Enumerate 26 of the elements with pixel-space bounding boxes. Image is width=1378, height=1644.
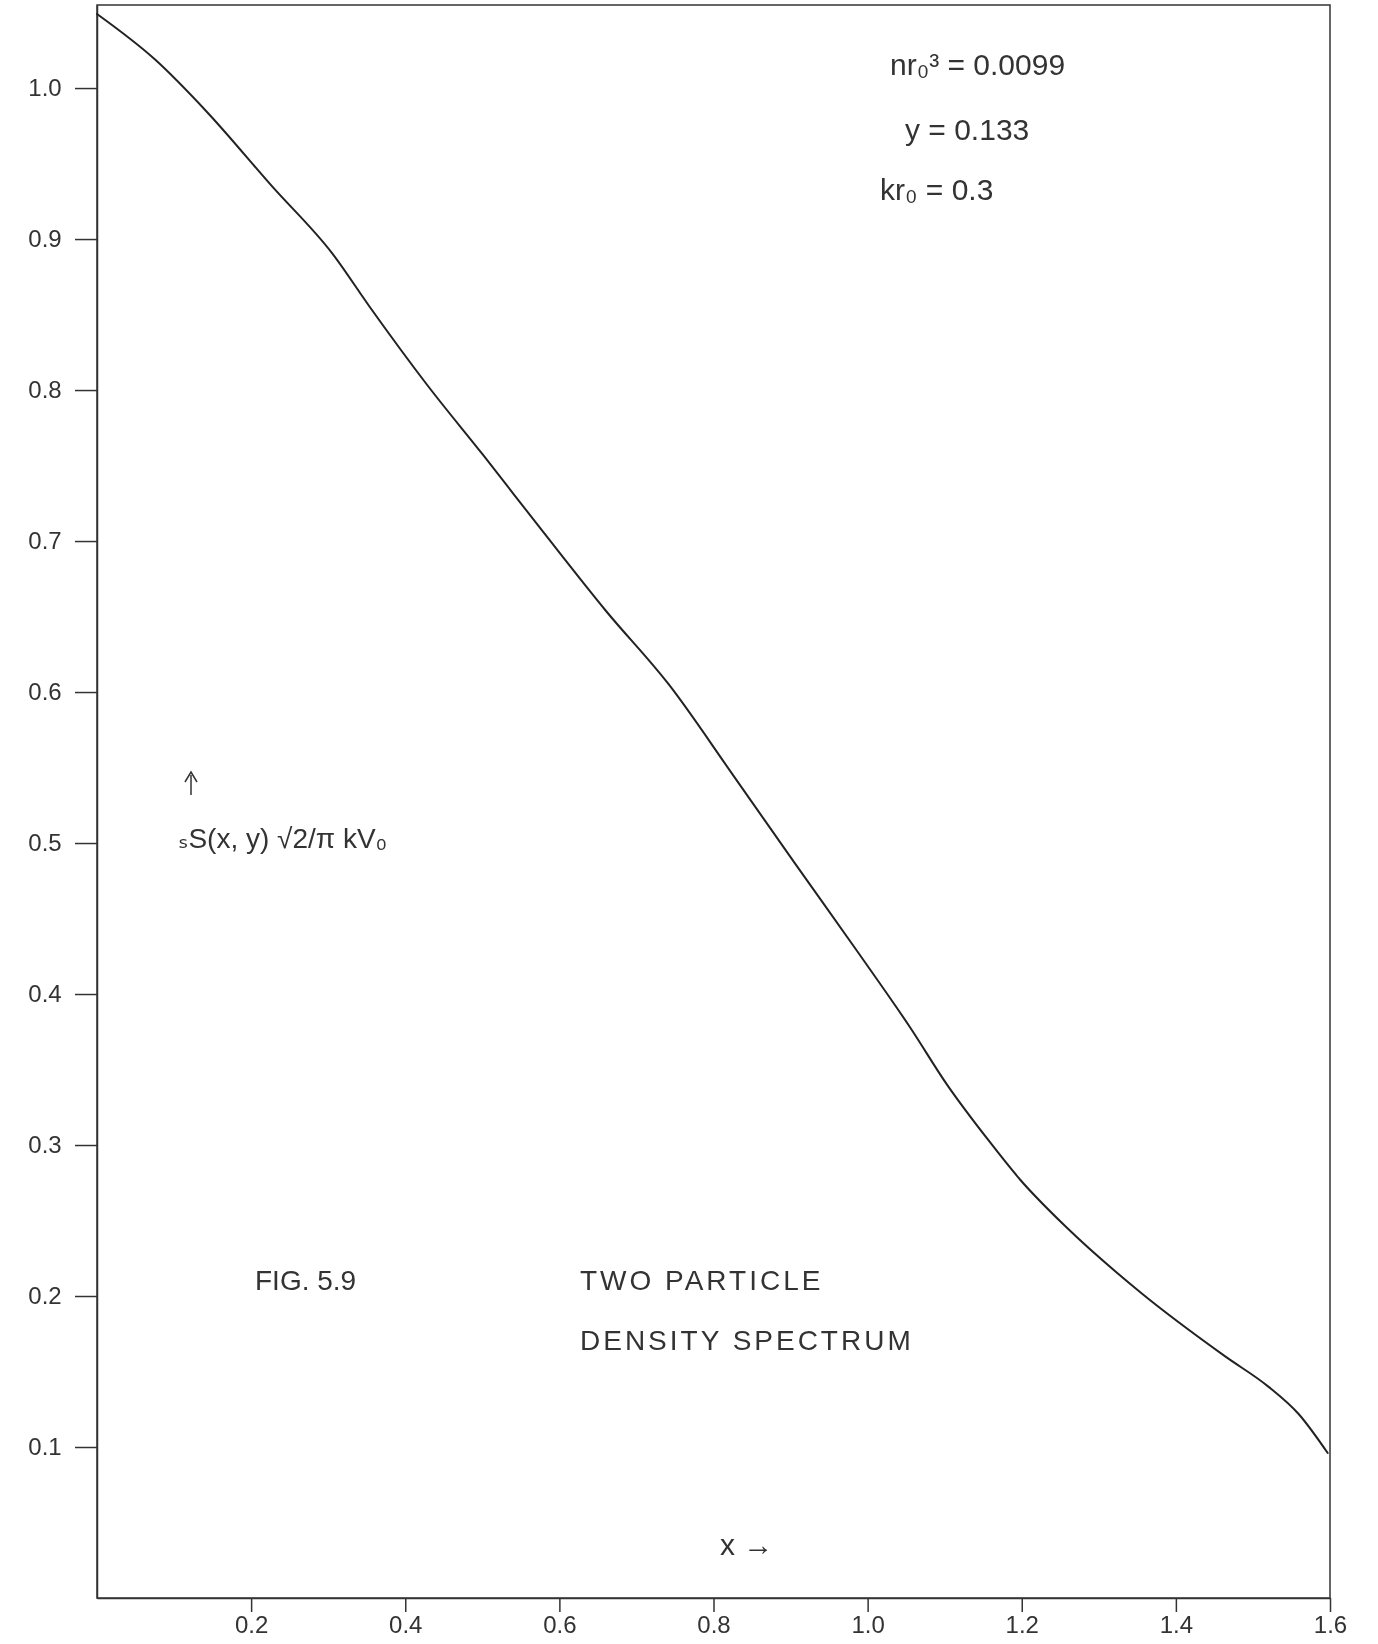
y-tick-label: 0.6 — [28, 678, 62, 706]
annotation: kr₀ = 0.3 — [880, 173, 994, 206]
y-tick-label: 0.8 — [28, 376, 62, 404]
x-tick-label: 1.0 — [851, 1611, 885, 1639]
x-tick-label: 0.4 — [389, 1611, 423, 1639]
x-tick-label: 0.2 — [234, 1611, 269, 1639]
y-tick-label: 0.7 — [28, 527, 62, 555]
x-axis-title: x → — [720, 1528, 774, 1561]
annotation: nr₀³ = 0.0099 — [890, 48, 1066, 81]
y-tick-label: 0.2 — [28, 1282, 62, 1310]
y-tick-label: 0.4 — [28, 980, 62, 1008]
y-tick-label: 0.5 — [28, 829, 62, 857]
text: FIG. 5.9 — [255, 1265, 357, 1296]
x-tick-label: 1.2 — [1005, 1611, 1039, 1639]
x-tick-label: 0.6 — [543, 1611, 577, 1639]
x-tick-label: 1.4 — [1159, 1611, 1194, 1639]
annotation: y = 0.133 — [905, 113, 1030, 146]
text: TWO PARTICLE DENSITY SPECTRUM — [580, 1265, 914, 1356]
y-tick-label: 0.9 — [28, 225, 62, 253]
y-tick-label: 1.0 — [28, 74, 62, 102]
y-tick-label: 0.1 — [28, 1433, 62, 1461]
x-tick-label: 0.8 — [697, 1611, 731, 1639]
line-series — [96, 13, 1329, 1455]
y-tick-label: 0.3 — [28, 1131, 62, 1159]
x-tick-label: 1.6 — [1313, 1611, 1348, 1639]
y-axis-title: ₛS(x, y) √2/π kV₀ — [178, 823, 388, 854]
